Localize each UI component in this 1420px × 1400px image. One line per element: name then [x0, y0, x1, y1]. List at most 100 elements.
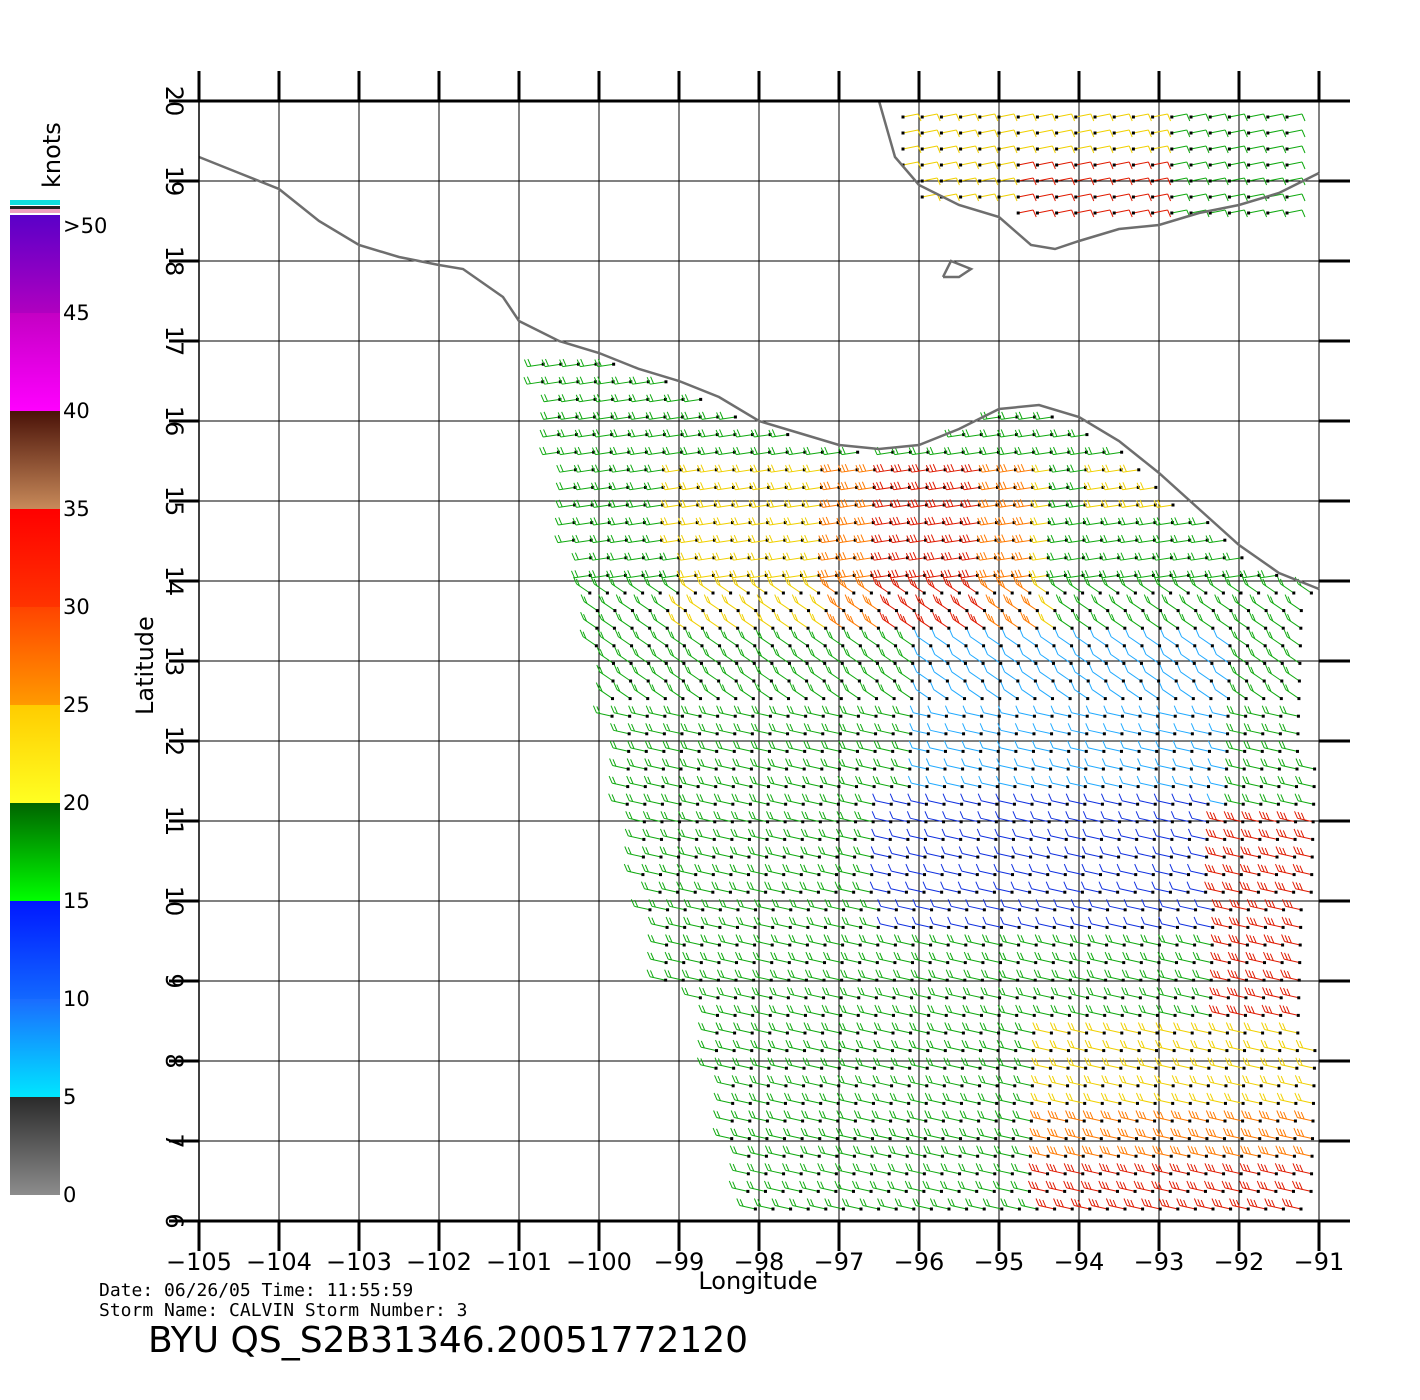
wind-barb: [876, 916, 898, 929]
wind-barb: [1101, 1075, 1122, 1088]
wind-barb: [1187, 863, 1208, 877]
wind-barb: [783, 1110, 805, 1123]
wind-barb: [1014, 740, 1035, 753]
wind-barb: [731, 793, 752, 806]
wind-barb: [957, 1180, 979, 1193]
wind-barb: [1135, 828, 1156, 841]
wind-barb: [871, 1110, 893, 1123]
wind-barb: [1244, 1004, 1265, 1017]
wind-barb: [698, 987, 720, 1000]
wind-barb: [1156, 987, 1178, 1000]
wind-barb: [1083, 775, 1105, 789]
wind-barb: [1173, 705, 1195, 718]
wind-barb: [697, 740, 719, 753]
wind-barb: [1275, 1145, 1296, 1158]
wind-barb: [869, 881, 891, 894]
wind-barb: [1295, 1039, 1317, 1053]
wind-barb: [1189, 758, 1211, 771]
wind-barb: [1155, 1022, 1177, 1035]
wind-barb: [788, 916, 810, 929]
wind-barb: [701, 899, 722, 912]
wind-barb: [891, 1039, 912, 1053]
wind-barb: [927, 987, 949, 1000]
wind-barb: [1274, 1163, 1296, 1176]
wind-barb: [1049, 1039, 1071, 1053]
wind-barb: [1119, 758, 1141, 771]
wind-barb: [905, 863, 927, 877]
wind-barb: [1136, 1092, 1157, 1105]
wind-barb: [783, 1127, 804, 1141]
wind-barb: [784, 793, 805, 806]
wind-barb: [1116, 1163, 1138, 1176]
colorbar-unit-label: knots: [38, 122, 66, 188]
wind-barb: [1137, 758, 1158, 771]
wind-barb: [872, 1092, 893, 1105]
wind-barb: [940, 1180, 961, 1193]
wind-barb: [1278, 1022, 1300, 1035]
wind-barb: [1070, 916, 1091, 929]
wind-barb: [787, 951, 809, 965]
wind-barb: [871, 1127, 892, 1141]
wind-barb: [1153, 1110, 1174, 1123]
wind-barb: [994, 828, 1015, 841]
wind-barb: [1015, 1004, 1036, 1017]
wind-barb: [1226, 705, 1248, 718]
wind-barb: [1151, 881, 1172, 894]
wind-barb: [801, 1092, 823, 1105]
wind-barb: [965, 899, 986, 912]
wind-barb: [806, 899, 828, 912]
wind-barb: [1262, 969, 1284, 982]
wind-barb: [924, 1110, 945, 1123]
wind-barb: [1241, 793, 1263, 806]
wind-barb: [1100, 811, 1122, 824]
wind-barb: [906, 828, 927, 841]
wind-barb: [1168, 1180, 1190, 1193]
latitude-tick-label: 13: [160, 646, 188, 677]
wind-barb: [942, 1092, 963, 1105]
wind-barb: [978, 1057, 1000, 1070]
wind-barb: [928, 969, 949, 982]
latitude-tick-label: 8: [160, 1053, 188, 1068]
wind-speed-colorbar: knots >50 45 40 35 30 25 20 15 10 5 0: [10, 122, 107, 1207]
wind-barb: [1134, 846, 1156, 859]
wind-barb: [889, 1110, 910, 1123]
wind-barb: [1277, 1057, 1299, 1070]
colorbar-tick-label: 45: [63, 301, 90, 325]
wind-barb: [1033, 987, 1054, 1000]
wind-barb: [804, 969, 826, 982]
wind-barb: [732, 1057, 753, 1070]
wind-barb: [1070, 899, 1092, 912]
wind-barb: [784, 775, 806, 789]
wind-barb: [1279, 987, 1301, 1000]
wind-barb: [1280, 969, 1301, 982]
wind-barb: [1050, 1004, 1071, 1017]
wind-barb: [1228, 934, 1249, 947]
wind-barb: [733, 723, 754, 736]
wind-barb: [1292, 1180, 1313, 1193]
wind-barb: [1246, 916, 1267, 929]
wind-barb: [1065, 1110, 1086, 1123]
wind-barb: [788, 934, 809, 947]
wind-barb: [944, 1004, 966, 1017]
wind-barb: [887, 863, 909, 877]
wind-barb: [894, 899, 916, 912]
wind-barb: [1014, 723, 1036, 736]
wind-barb: [1170, 1127, 1191, 1141]
wind-barb: [892, 987, 914, 1000]
wind-barb: [1188, 1092, 1210, 1105]
wind-barb: [1174, 987, 1195, 1000]
wind-barb: [1192, 969, 1213, 982]
wind-barb: [1209, 969, 1231, 982]
wind-barb: [1031, 775, 1052, 789]
wind-barb: [784, 1057, 806, 1070]
wind-barb: [714, 775, 735, 789]
wind-barb: [659, 846, 681, 859]
wind-barb: [835, 1127, 857, 1141]
wind-barb: [1276, 811, 1298, 824]
wind-barb: [1100, 1110, 1121, 1123]
wind-barb: [1158, 899, 1180, 912]
wind-barb: [1211, 1198, 1233, 1211]
wind-barb: [1088, 899, 1110, 912]
wind-barb: [701, 682, 720, 701]
wind-barb: [1138, 705, 1160, 718]
